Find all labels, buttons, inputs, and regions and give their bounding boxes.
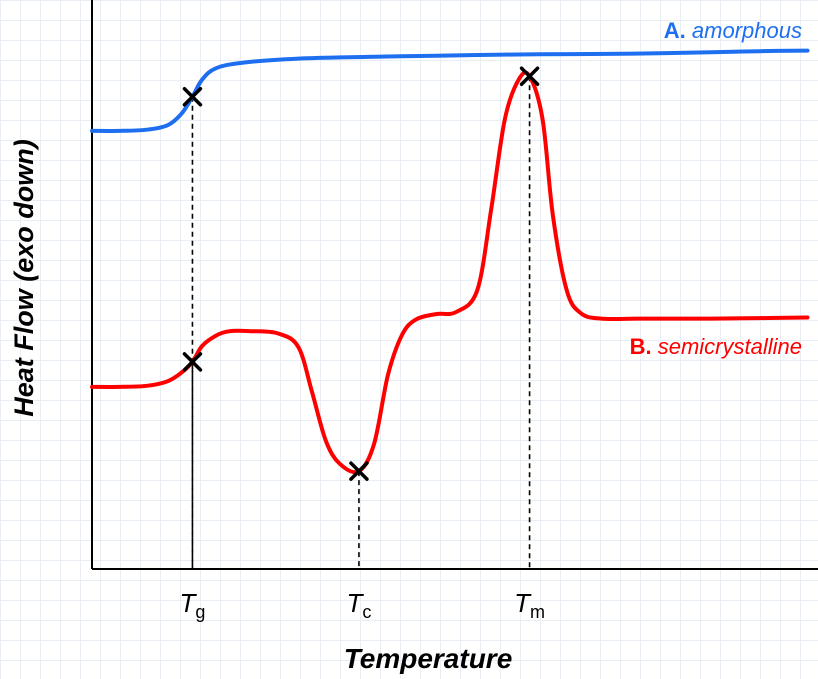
tick-label-base: T (179, 588, 197, 618)
series-line-semicrystalline (90, 70, 810, 475)
x-tick-labels: Tg Tc Tm (179, 588, 545, 622)
tick-label-sub: c (362, 602, 371, 622)
marker-stroke-b (182, 352, 203, 372)
tick-label-sub: g (195, 602, 205, 622)
tick-label-Tg: Tg (179, 588, 205, 622)
tick-label-Tm: Tm (514, 588, 545, 622)
marker-semicrystalline-3 (519, 66, 540, 86)
critical-point-markers (182, 66, 540, 481)
y-axis-title: Heat Flow (exo down) (9, 139, 39, 417)
marker-amorphous-0 (182, 86, 203, 107)
marker-stroke-b (182, 86, 203, 107)
legend-amorphous-name: amorphous (692, 18, 802, 43)
guide-lines (191, 76, 531, 569)
x-axis-title: Temperature (344, 643, 513, 674)
legend-amorphous-prefix: A. (664, 18, 686, 43)
legend-amorphous: A. amorphous (664, 18, 802, 43)
tick-label-base: T (346, 588, 364, 618)
marker-stroke-b (349, 461, 369, 481)
legend-semicrystalline-name: semicrystalline (658, 334, 802, 359)
marker-semicrystalline-1 (182, 352, 203, 372)
series-lines (90, 48, 810, 475)
series-line-amorphous (90, 48, 810, 133)
marker-stroke-b (519, 66, 540, 86)
tick-label-sub: m (530, 602, 545, 622)
tick-label-Tc: Tc (346, 588, 371, 622)
legend-semicrystalline: B. semicrystalline (630, 334, 802, 359)
tick-label-base: T (514, 588, 532, 618)
legend-semicrystalline-prefix: B. (630, 334, 652, 359)
marker-semicrystalline-2 (349, 461, 369, 481)
